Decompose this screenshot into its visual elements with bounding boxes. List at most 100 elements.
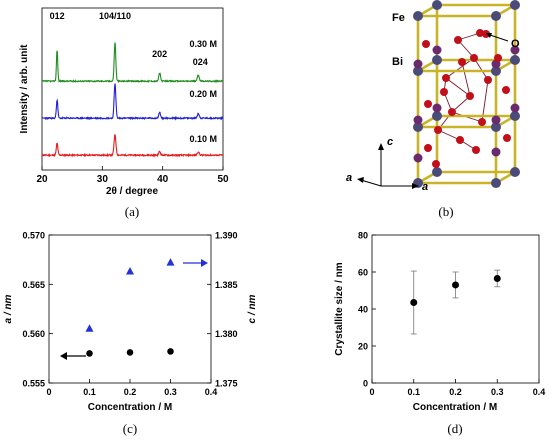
o-atom <box>484 76 492 84</box>
axis-a-left-arrow <box>360 179 382 187</box>
bi-atom <box>510 45 520 55</box>
bi-atom <box>491 147 501 157</box>
fe-atom <box>432 167 442 177</box>
o-atom <box>503 134 511 142</box>
panel-c-x-tick-label: 0.4 <box>205 387 218 397</box>
panel-a-series-group <box>41 42 224 158</box>
fe-atom <box>510 167 520 177</box>
fe-atom <box>432 111 442 121</box>
o-atom <box>442 74 450 82</box>
panel-c-lattice-chart: 0 0.1 0.2 0.3 0.4 0.555 0.560 0.565 0.570 1.375 1.… <box>3 231 258 437</box>
a-parameter-point <box>167 348 174 355</box>
c-parameter-point <box>126 267 134 275</box>
axis-a1-label: a <box>346 172 352 184</box>
o-atom <box>458 58 466 66</box>
o-atom <box>448 108 456 116</box>
fe-atom <box>432 55 442 65</box>
a-axis-indicator-arrowhead <box>60 352 67 360</box>
panel-d-crystallite-chart: 0 0.1 0.2 0.3 0.4 0 20 40 60 80 Crystallite size … <box>334 231 545 437</box>
panel-a-x-tick-label: 30 <box>97 174 109 185</box>
panel-d-x-tick-label: 0.1 <box>407 387 420 397</box>
panel-a-x-axis-label: 2θ / degree <box>106 186 159 197</box>
panel-c-x-tick-label: 0.2 <box>124 387 137 397</box>
fe-o-bond <box>445 57 475 79</box>
o-atom <box>466 92 474 100</box>
c-parameter-point <box>166 258 175 266</box>
panel-d-y-tick-label: 60 <box>358 268 368 278</box>
bi-atom <box>432 103 442 113</box>
panel-d-y-tick-label: 0 <box>363 379 368 389</box>
panel-d-y-tick-label: 20 <box>358 342 368 352</box>
peak-label: 104/110 <box>99 11 131 21</box>
panel-d-x-axis-label: Concentration / M <box>413 402 497 413</box>
o-atom <box>432 160 440 168</box>
panel-a-x-tick-label: 40 <box>157 174 169 185</box>
panel-c-ticks: 0 0.1 0.2 0.3 0.4 0.555 0.560 0.565 0.570 1.375 1.… <box>22 231 237 398</box>
bi-label: Bi <box>392 56 403 68</box>
panel-d-y-axis-label: Crystallite size / nm <box>334 262 345 355</box>
bi-atom <box>510 103 520 113</box>
fe-o-bond <box>473 57 489 81</box>
unit-cell-drawing <box>413 0 520 188</box>
panel-a-plot-frame <box>41 7 224 171</box>
peak-label: 024 <box>193 57 208 67</box>
c-parameter-point <box>85 324 94 332</box>
fe-o-bond <box>461 61 471 97</box>
o-atom <box>456 136 464 144</box>
axis-c-arrowhead <box>378 143 384 150</box>
panel-b-label: (b) <box>438 204 453 219</box>
fe-o-bond <box>437 129 461 141</box>
panel-c-y-tick-label: 0.555 <box>22 379 45 389</box>
o-pointer-arrowhead <box>486 33 492 38</box>
panel-b-crystal-structure: Fe Bi O c a a (b) <box>346 0 520 219</box>
fe-atom <box>491 178 501 188</box>
panel-d-ticks: 0 0.1 0.2 0.3 0.4 0 20 40 60 80 <box>358 231 545 398</box>
c-axis-indicator-arrowhead <box>201 259 208 267</box>
panel-c-y2-axis-label: c / nm <box>247 294 258 323</box>
fe-label: Fe <box>392 12 405 24</box>
panel-c-y2-tick-label: 1.375 <box>215 379 238 389</box>
xrd-series-020 <box>41 83 224 121</box>
panel-c-y-axis-label: a / nm <box>3 294 14 323</box>
o-atom <box>478 118 486 126</box>
a-parameter-point <box>126 349 134 356</box>
o-atom <box>494 54 502 62</box>
crystallite-size-point <box>410 299 418 307</box>
series-label: 0.10 M <box>189 134 217 144</box>
panel-c-y2-tick-label: 1.390 <box>215 231 238 241</box>
axis-a2-label: a <box>422 181 428 193</box>
o-atom <box>476 29 484 37</box>
o-atom <box>424 144 432 152</box>
o-atom <box>440 88 448 96</box>
xrd-series-010 <box>41 134 224 158</box>
o-atom <box>424 100 432 108</box>
fe-atom <box>510 0 520 10</box>
panel-c-points <box>85 258 175 357</box>
bi-atom <box>413 153 423 163</box>
fe-atom <box>413 66 423 76</box>
panel-d-plot-frame <box>371 234 540 384</box>
panel-c-y2-tick-label: 1.385 <box>215 280 238 290</box>
fe-atom <box>510 55 520 65</box>
panel-d-label: (d) <box>447 421 462 436</box>
a-parameter-point <box>86 350 93 357</box>
fe-atom <box>413 11 423 21</box>
panel-d-x-tick-label: 0.3 <box>491 387 504 397</box>
fe-o-bond <box>457 39 475 59</box>
o-atom <box>502 86 510 94</box>
panel-c-plot-frame <box>48 234 212 384</box>
xrd-series-030 <box>41 42 224 84</box>
panel-c-y-tick-label: 0.565 <box>22 280 45 290</box>
panel-c-x-axis-label: Concentration / M <box>88 402 172 413</box>
crystallite-size-point <box>493 274 501 282</box>
axis-c-label: c <box>387 136 393 148</box>
panel-d-x-tick-label: 0.4 <box>533 387 546 397</box>
panel-d-points <box>410 269 501 335</box>
series-label: 0.30 M <box>189 39 217 49</box>
fe-atom <box>491 11 501 21</box>
panel-a-peak-labels: 012 104/110 202 024 <box>50 11 208 67</box>
panel-c-label: (c) <box>123 421 137 436</box>
peak-label: 012 <box>50 11 65 21</box>
